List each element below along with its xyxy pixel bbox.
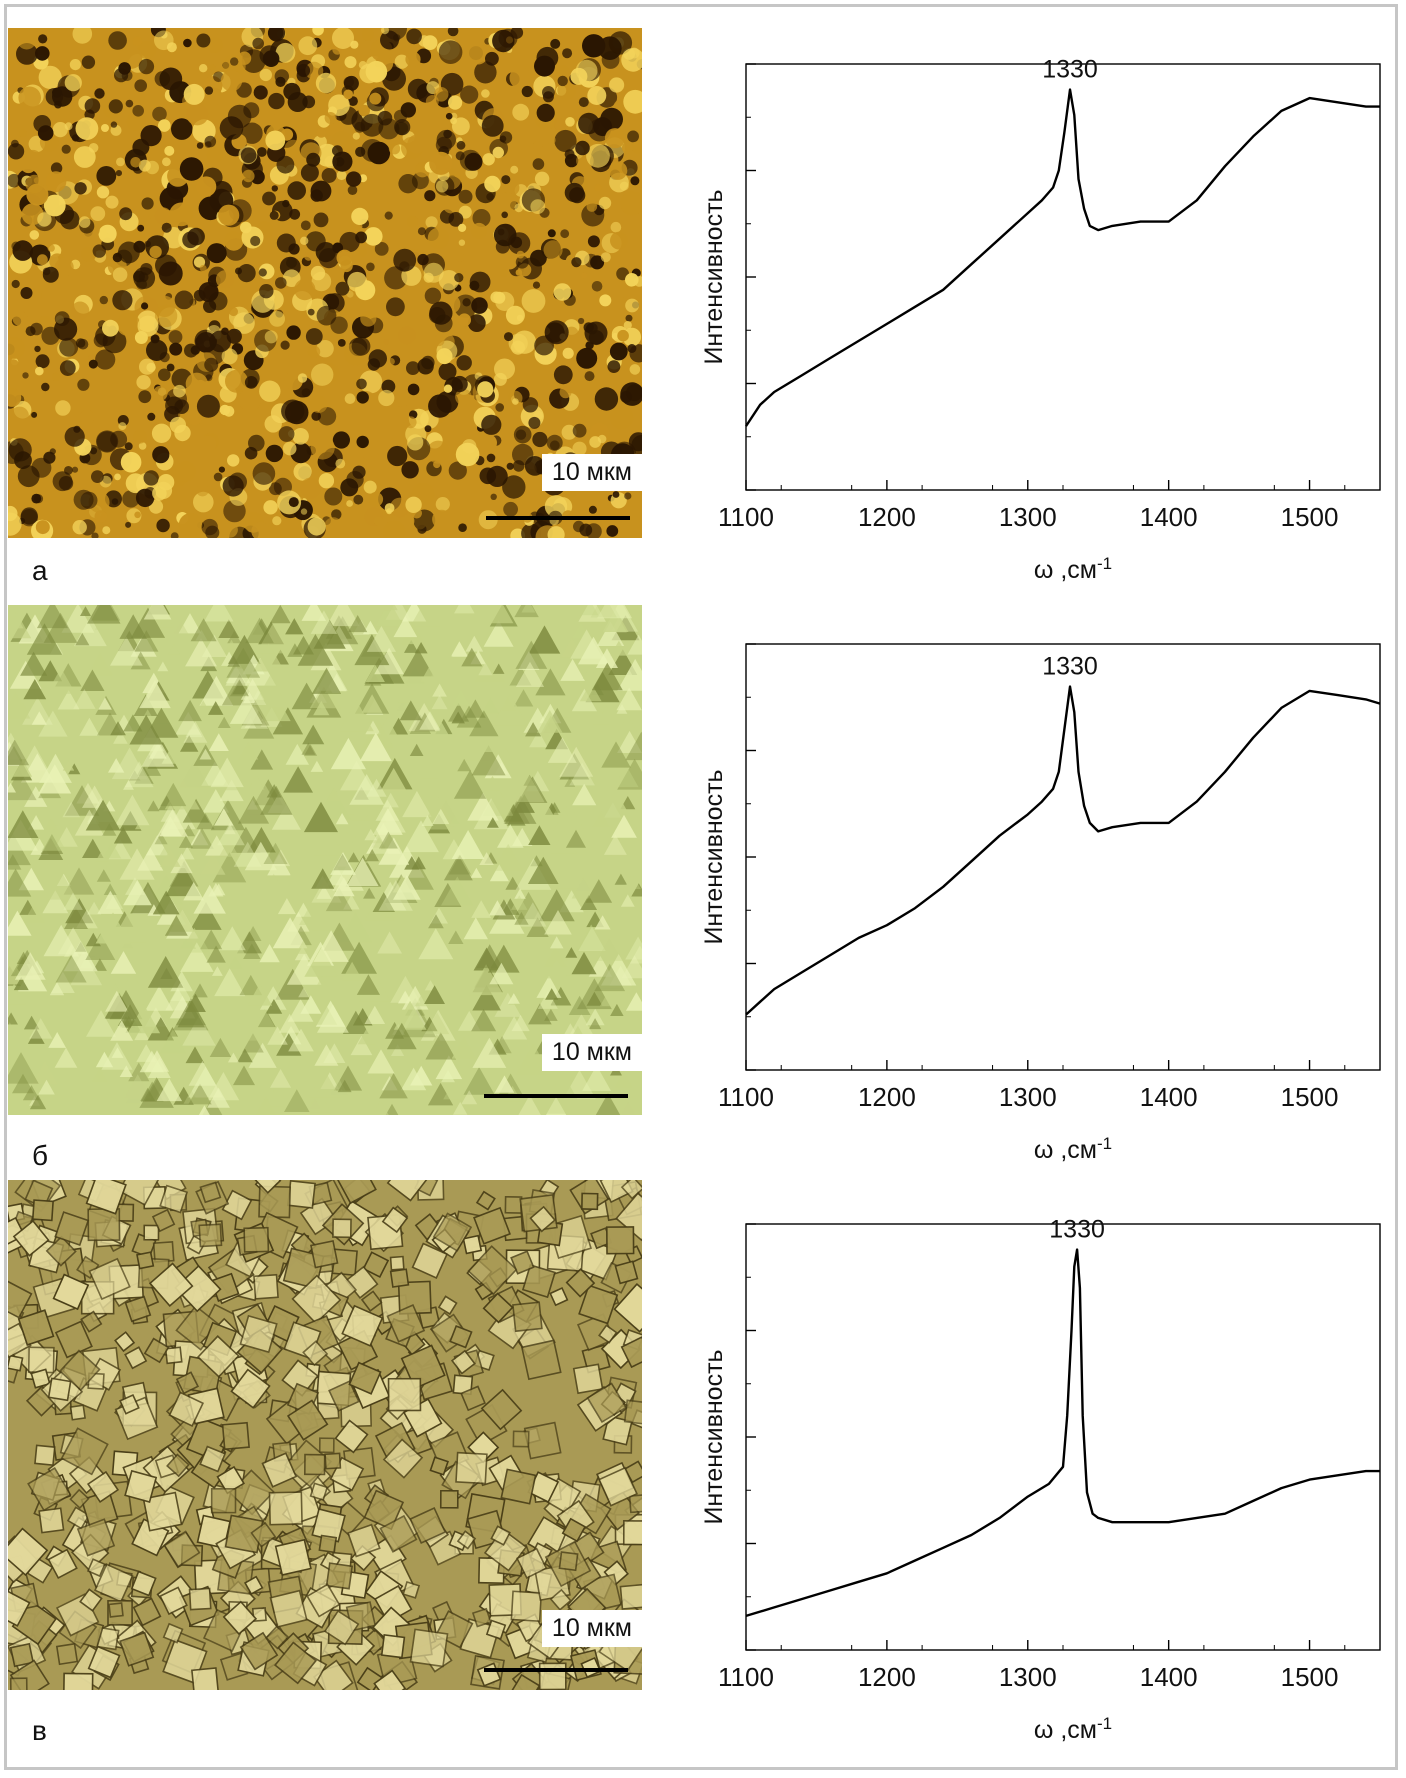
peak-label: 1330	[1042, 653, 1098, 681]
y-axis-title: Интенсивность	[700, 189, 728, 364]
x-axis-title: ω ,см-1	[1034, 1134, 1112, 1165]
panel-letter-b: б	[32, 1140, 49, 1171]
spectrum-line	[744, 88, 1380, 427]
scale-bar-b	[484, 1094, 628, 1098]
plot-area	[745, 643, 1381, 1071]
x-tick-label: 1100	[718, 502, 774, 532]
raman-chart-c-svg: 1100 1200 1300 1400 1500 1330 ω ,см-1 Интенсивн…	[700, 1216, 1381, 1745]
x-tick-label: 1300	[999, 502, 1057, 532]
x-tick-label: 1300	[999, 1082, 1057, 1112]
x-tick-label: 1100	[718, 1082, 774, 1112]
x-tick-label: 1500	[1281, 1082, 1339, 1112]
scale-bar-c	[484, 1668, 628, 1672]
micrograph-b-texture	[8, 605, 642, 1115]
x-tick-label: 1400	[1140, 1662, 1198, 1692]
micrograph-a-texture	[8, 28, 642, 538]
x-tick-label: 1200	[858, 1662, 916, 1692]
x-tick-label: 1100	[718, 1662, 774, 1692]
x-tick-label: 1500	[1281, 502, 1339, 532]
x-tick-label: 1400	[1140, 502, 1198, 532]
x-axis-title-superscript: -1	[1097, 1714, 1112, 1733]
x-axis-title: ω ,см-1	[1034, 1714, 1112, 1745]
scale-label-b: 10 мкм	[541, 1034, 642, 1071]
plot-area	[745, 1223, 1381, 1651]
spectrum-line	[745, 1248, 1380, 1618]
x-tick-label: 1400	[1140, 1082, 1198, 1112]
x-tick-label: 1500	[1281, 1662, 1339, 1692]
scale-label-c: 10 мкм	[541, 1610, 642, 1647]
raman-chart-b: 1100 1200 1300 1400 1500 1330 ω ,см-1 Интенсивн…	[690, 620, 1390, 1180]
peak-label: 1330	[1049, 1216, 1105, 1244]
x-tick-label: 1300	[999, 1662, 1057, 1692]
x-axis-title-superscript: -1	[1097, 1134, 1112, 1153]
plot-area	[745, 63, 1381, 491]
panel-letter-a: а	[32, 555, 48, 586]
spectrum-line	[745, 685, 1381, 1016]
micrograph-a	[8, 28, 642, 538]
y-axis-title: Интенсивность	[700, 769, 728, 944]
raman-chart-a: 1100 1200 1300 1400 1500 1330 ω ,см-1 Интенсивн…	[690, 40, 1390, 600]
raman-chart-c: 1100 1200 1300 1400 1500 1330 ω ,см-1 Интенсивн…	[690, 1200, 1390, 1760]
micrograph-c-texture	[8, 1180, 642, 1690]
figure-frame	[4, 4, 1398, 1770]
x-tick-label: 1200	[858, 502, 916, 532]
peak-label: 1330	[1042, 56, 1098, 84]
raman-chart-a-svg: 1100 1200 1300 1400 1500 1330 ω ,см-1 Интенсивн…	[700, 56, 1381, 585]
y-axis-title: Интенсивность	[700, 1349, 728, 1524]
micrograph-c	[8, 1180, 642, 1690]
scale-bar-a	[486, 516, 630, 520]
panel-letter-c: в	[32, 1715, 47, 1746]
raman-chart-b-svg: 1100 1200 1300 1400 1500 1330 ω ,см-1 Интенсивн…	[700, 643, 1381, 1165]
x-axis-title: ω ,см-1	[1034, 554, 1112, 585]
micrograph-b	[8, 605, 642, 1115]
x-axis-title-superscript: -1	[1097, 554, 1112, 573]
x-tick-label: 1200	[858, 1082, 916, 1112]
scale-label-a: 10 мкм	[541, 454, 642, 491]
